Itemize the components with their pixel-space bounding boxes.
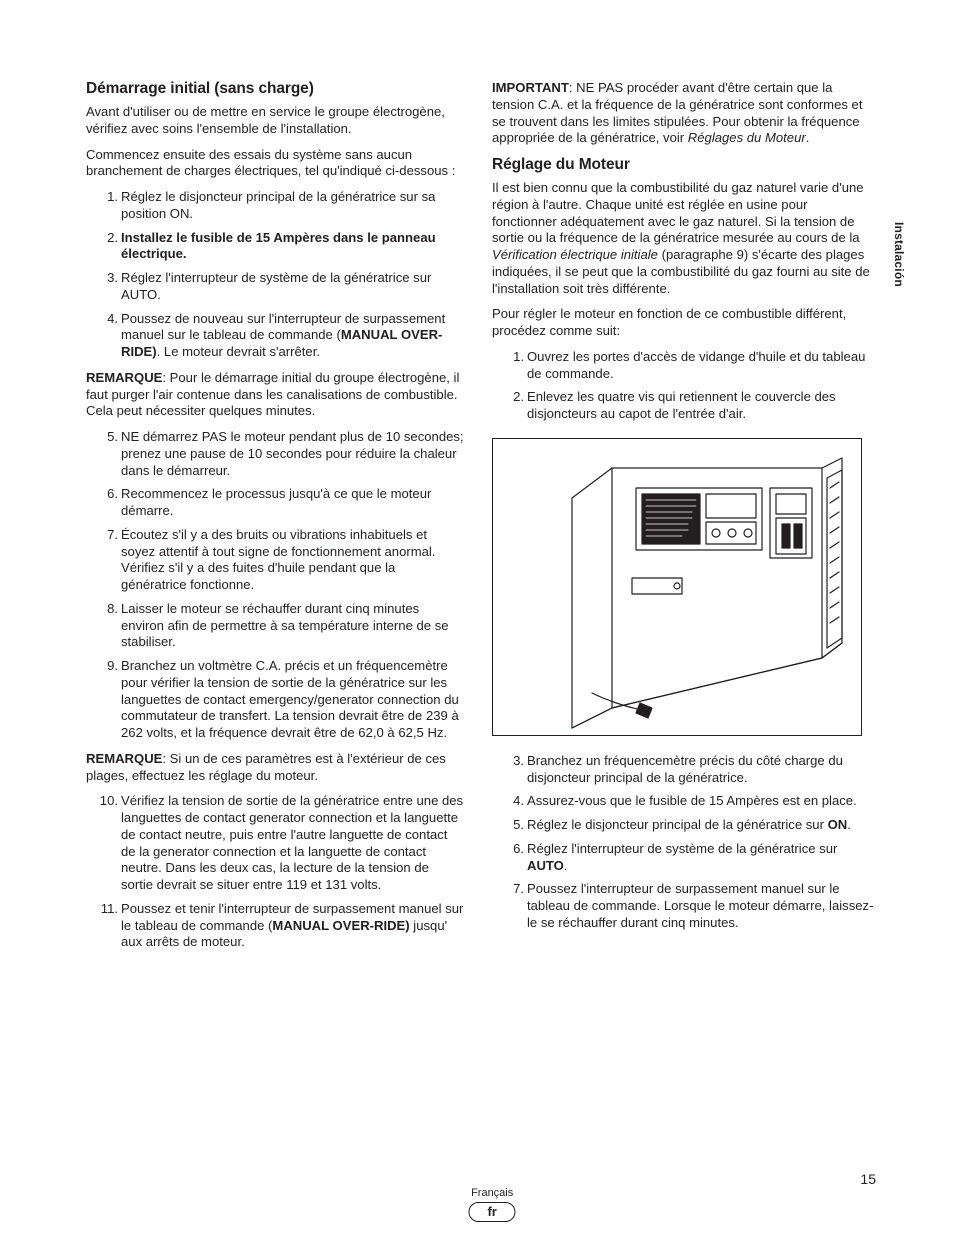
list-item: Poussez et tenir l'interrupteur de surpa… xyxy=(86,901,464,951)
bold-text: REMARQUE xyxy=(86,751,162,766)
list-item: Laisser le moteur se réchauffer durant c… xyxy=(86,601,464,651)
ordered-list-4: Ouvrez les portes d'accès de vidange d'h… xyxy=(492,349,874,423)
bold-text: AUTO xyxy=(527,858,564,873)
page-number: 15 xyxy=(860,1171,876,1187)
italic-text: Réglages du Moteur xyxy=(688,130,806,145)
heading-reglage: Réglage du Moteur xyxy=(492,156,874,174)
ordered-list-2: NE démarrez PAS le moteur pendant plus d… xyxy=(86,429,464,742)
list-item: NE démarrez PAS le moteur pendant plus d… xyxy=(86,429,464,479)
para: Pour régler le moteur en fonction de ce … xyxy=(492,306,874,340)
list-item: Poussez l'interrupteur de surpassement m… xyxy=(492,881,874,931)
list-item: Réglez le disjoncteur principal de la gé… xyxy=(492,817,874,834)
heading-demarrage: Démarrage initial (sans charge) xyxy=(86,80,464,98)
ordered-list-1: Réglez le disjoncteur principal de la gé… xyxy=(86,189,464,361)
list-item: Enlevez les quatre vis qui retiennent le… xyxy=(492,389,874,423)
list-item: Branchez un voltmètre C.A. précis et un … xyxy=(86,658,464,742)
important-para: IMPORTANT: NE PAS procéder avant d'être … xyxy=(492,80,874,147)
bold-text: MANUAL OVER-RIDE) xyxy=(272,918,409,933)
bold-text: IMPORTANT xyxy=(492,80,569,95)
remarque-1: REMARQUE: Pour le démarrage initial du g… xyxy=(86,370,464,420)
para: Avant d'utiliser ou de mettre en service… xyxy=(86,104,464,138)
list-item: Vérifiez la tension de sortie de la géné… xyxy=(86,793,464,894)
text: Il est bien connu que la combustibilité … xyxy=(492,180,864,245)
list-item: Poussez de nouveau sur l'interrupteur de… xyxy=(86,311,464,361)
italic-text: Vérification électrique initiale xyxy=(492,247,658,262)
list-item: Réglez l'interrupteur de système de la g… xyxy=(492,841,874,875)
generator-diagram xyxy=(492,438,862,736)
text: . Le moteur devrait s'arrêter. xyxy=(157,344,320,359)
list-item: Ouvrez les portes d'accès de vidange d'h… xyxy=(492,349,874,383)
list-item: Écoutez s'il y a des bruits ou vibration… xyxy=(86,527,464,594)
ordered-list-5: Branchez un fréquencemètre précis du côt… xyxy=(492,753,874,932)
footer-lang-pill: fr xyxy=(468,1202,515,1222)
remarque-2: REMARQUE: Si un de ces paramètres est à … xyxy=(86,751,464,785)
ordered-list-3: Vérifiez la tension de sortie de la géné… xyxy=(86,793,464,951)
list-item: Branchez un fréquencemètre précis du côt… xyxy=(492,753,874,787)
list-item: Réglez l'interrupteur de système de la g… xyxy=(86,270,464,304)
list-item: Recommencez le processus jusqu'à ce que … xyxy=(86,486,464,520)
list-item: Réglez le disjoncteur principal de la gé… xyxy=(86,189,464,223)
footer-lang-block: Français fr xyxy=(468,1187,515,1222)
bold-text: Installez le fusible de 15 Ampères dans … xyxy=(121,230,436,262)
para: Il est bien connu que la combustibilité … xyxy=(492,180,874,297)
left-column: Démarrage initial (sans charge) Avant d'… xyxy=(86,80,464,960)
text: Réglez le disjoncteur principal de la gé… xyxy=(527,817,828,832)
footer-lang-label: Français xyxy=(468,1187,515,1199)
text: . xyxy=(847,817,851,832)
para: Commencez ensuite des essais du système … xyxy=(86,147,464,181)
bold-text: ON xyxy=(828,817,848,832)
bold-text: REMARQUE xyxy=(86,370,162,385)
list-item: Assurez-vous que le fusible de 15 Ampère… xyxy=(492,793,874,810)
text: . xyxy=(806,130,810,145)
text: . xyxy=(564,858,568,873)
list-item: Installez le fusible de 15 Ampères dans … xyxy=(86,230,464,264)
text: Réglez l'interrupteur de système de la g… xyxy=(527,841,837,856)
right-column: IMPORTANT: NE PAS procéder avant d'être … xyxy=(492,80,874,960)
side-tab-instalacion: Instalación xyxy=(892,222,906,287)
